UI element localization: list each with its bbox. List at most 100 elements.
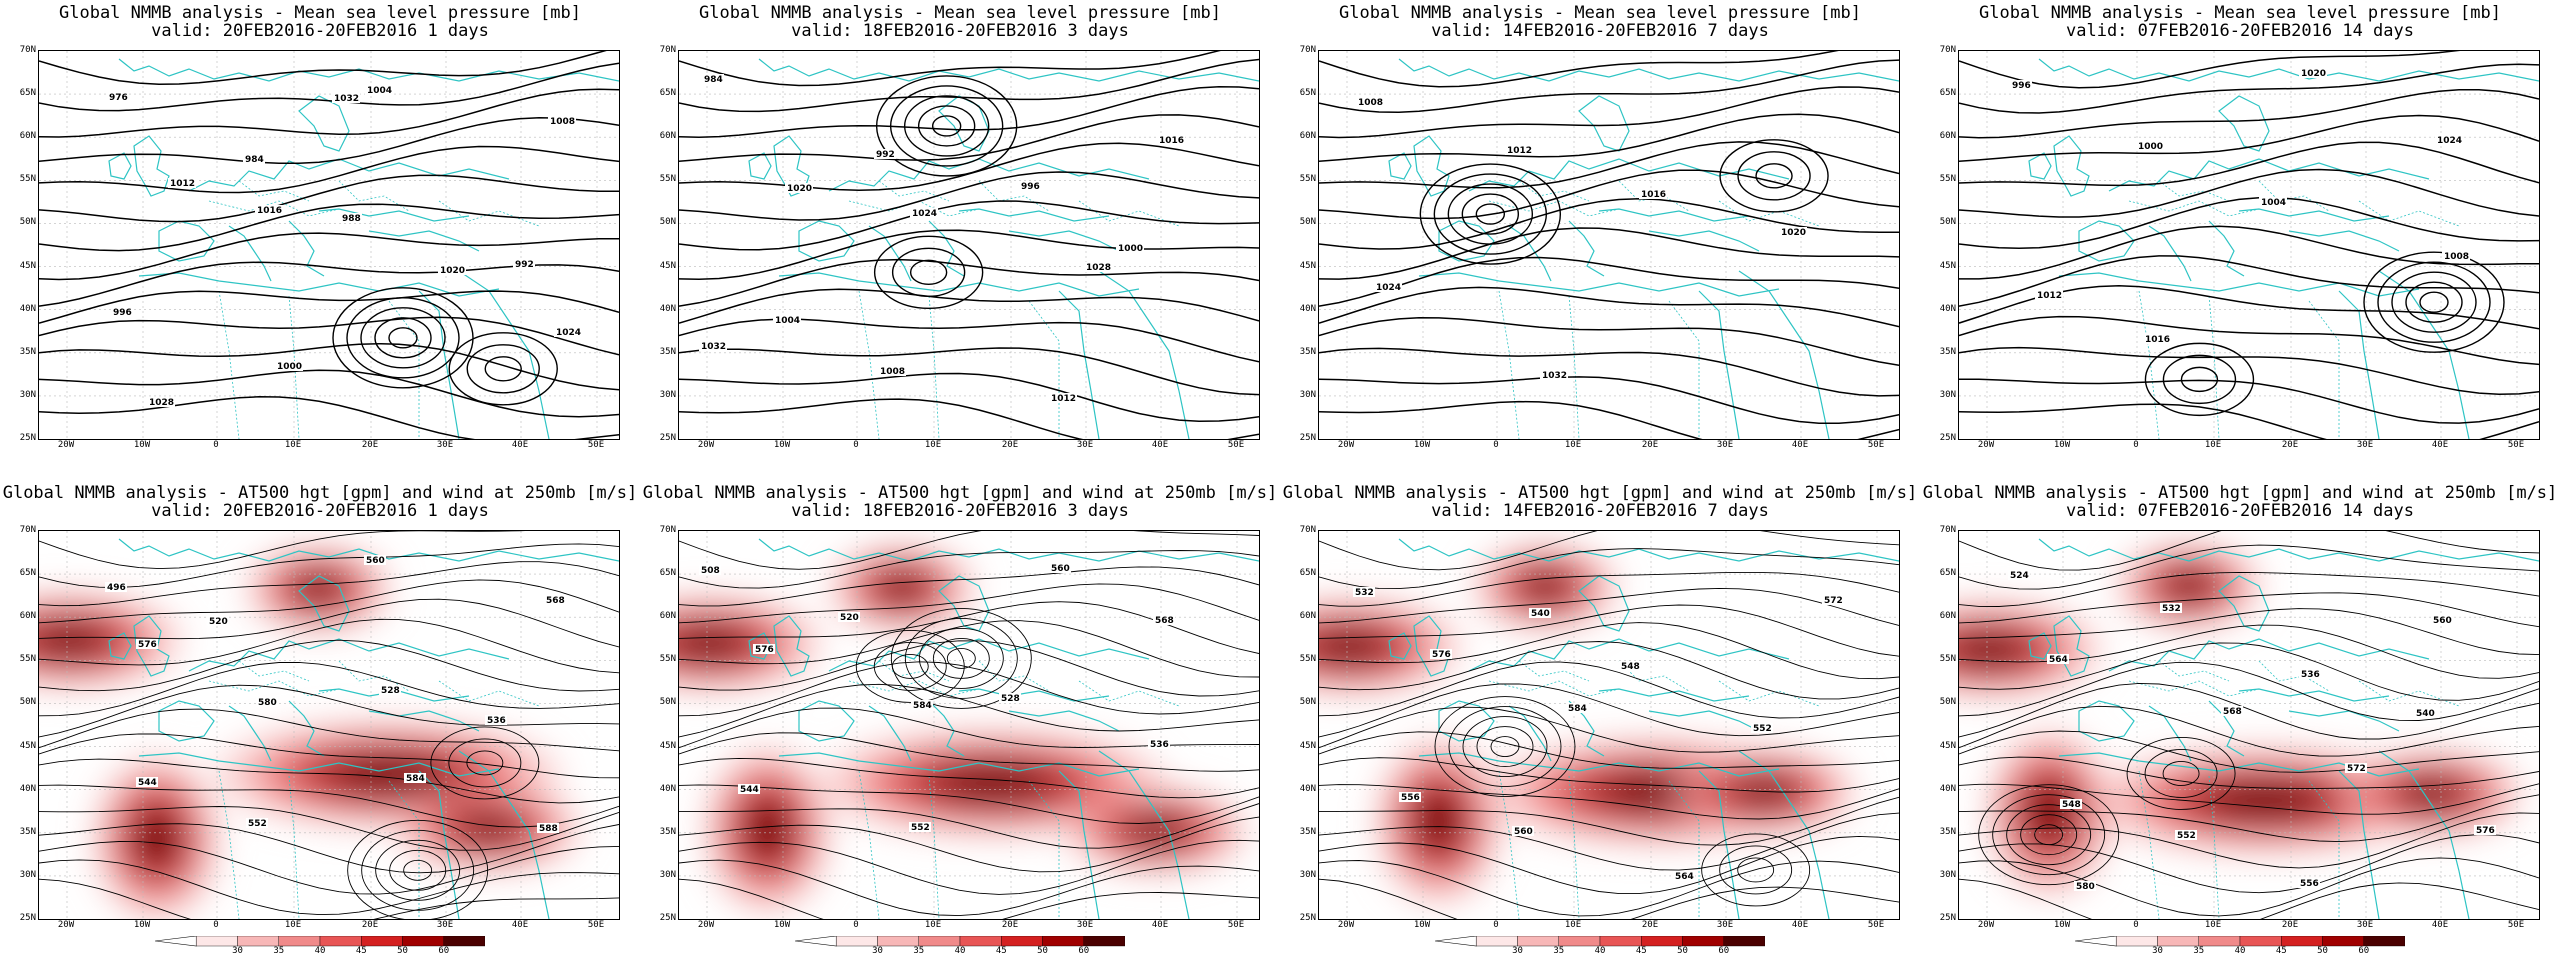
longitude-label: 0 [2133, 440, 2139, 450]
contour-value: 1008 [2444, 252, 2469, 262]
jet-core [2028, 785, 2070, 841]
contour-value: 532 [1355, 588, 1374, 598]
contour-value: 552 [1753, 724, 1772, 734]
longitude-label: 50E [2507, 440, 2525, 450]
colorbar-swatch [402, 936, 444, 947]
latitude-label: 45N [19, 740, 36, 751]
panel-valid-period: valid: 07FEB2016-20FEB2016 14 days [2066, 21, 2414, 41]
colorbar-label: 45 [995, 946, 1007, 956]
map-canvas: 984 992 996 1000 1004 1008 1012 1016 1020 1024 102… [679, 51, 1259, 439]
mslp-panel: Global NMMB analysis - Mean sea level pr… [1280, 0, 1920, 480]
latitude-label: 40N [1299, 783, 1316, 794]
latitude-label: 40N [1939, 303, 1956, 314]
country-borders [2128, 660, 2460, 919]
colorbar-swatch [1599, 936, 1642, 947]
latitude-label: 65N [659, 568, 676, 579]
colorbar-swatch [237, 936, 279, 947]
colorbar-label: 50 [2317, 946, 2328, 956]
isobars [679, 51, 1259, 439]
longitude-label: 40E [1151, 440, 1169, 450]
contour-value: 1004 [2261, 198, 2286, 208]
longitude-label: 20E [1001, 920, 1019, 930]
contour-value: 996 [113, 308, 132, 318]
colorbar-label: 60 [1078, 946, 1090, 956]
latitude-label: 45N [1299, 740, 1316, 751]
coastlines [2028, 58, 2539, 439]
longitude-label: 20W [1337, 920, 1355, 930]
latitude-label: 50N [19, 697, 36, 708]
at500-panel: Global NMMB analysis - AT500 hgt [gpm] a… [1280, 480, 1920, 960]
latitude-label: 65N [1939, 568, 1956, 579]
latitude-label: 40N [1939, 783, 1956, 794]
panel-valid-period: valid: 18FEB2016-20FEB2016 3 days [791, 501, 1129, 521]
contour-value: 528 [1001, 694, 1020, 704]
colorbar-swatch [918, 936, 961, 947]
contour-value: 536 [487, 716, 506, 726]
latitude-label: 45N [19, 260, 36, 271]
panel-title: Global NMMB analysis - Mean sea level pr… [1339, 3, 1861, 23]
colorbar-label: 45 [355, 946, 367, 956]
map-area: 984 992 996 1000 1004 1008 1012 1016 1020 1024 102… [678, 50, 1260, 440]
latitude-label: 35N [1939, 826, 1956, 837]
contour-value: 568 [546, 596, 565, 606]
contour-value: 540 [2416, 709, 2435, 719]
colorbar-swatch [1723, 936, 1765, 947]
at500-panel: Global NMMB analysis - AT500 hgt [gpm] a… [0, 480, 640, 960]
height-contours [679, 531, 1259, 919]
panel-valid-period: valid: 18FEB2016-20FEB2016 3 days [791, 21, 1129, 41]
map-canvas: 508 520 528 536 544 552 560 568 576 584 [679, 531, 1259, 919]
longitude-label: 20W [57, 920, 75, 930]
longitude-label: 40E [1791, 440, 1809, 450]
latitude-label: 70N [1299, 45, 1316, 55]
latitude-label: 45N [1299, 260, 1316, 271]
graticule [679, 531, 1259, 919]
longitude-label: 20W [1337, 440, 1355, 450]
contour-value: 584 [913, 701, 932, 711]
contour-value: 532 [2162, 604, 2181, 614]
colorbar-swatch [196, 936, 238, 947]
height-contours [39, 531, 619, 919]
latitude-label: 70N [1939, 525, 1956, 535]
contour-value: 576 [755, 645, 774, 655]
latitude-label: 70N [19, 45, 36, 55]
longitude-label: 10E [2204, 440, 2222, 450]
contour-value: 568 [1155, 616, 1174, 626]
contour-value: 996 [2012, 81, 2031, 91]
longitude-label: 20W [1977, 440, 1995, 450]
colorbar-label: 60 [1718, 946, 1730, 956]
colorbar-swatch [959, 936, 1002, 947]
latitude-label: 35N [1939, 346, 1956, 357]
contour-value: 576 [138, 640, 157, 650]
longitude-label: 0 [213, 440, 219, 450]
contour-value: 560 [1514, 827, 1533, 837]
contour-value: 1008 [1358, 98, 1383, 108]
coastlines [1388, 58, 1899, 439]
latitude-label: 55N [659, 654, 676, 665]
colorbar-swatch [836, 936, 878, 947]
latitude-label: 35N [1299, 826, 1316, 837]
colorbar-swatch [1042, 936, 1084, 947]
longitude-label: 20E [361, 920, 379, 930]
colorbar-swatch [2281, 936, 2323, 947]
latitude-label: 25N [659, 913, 676, 923]
longitude-label: 40E [2431, 920, 2449, 930]
contour-value: 560 [2433, 616, 2452, 626]
contour-value: 992 [876, 150, 895, 160]
latitude-label: 55N [1299, 174, 1316, 185]
longitude-label: 20W [1977, 920, 1995, 930]
contour-value: 584 [1568, 704, 1587, 714]
longitude-label: 0 [1493, 440, 1499, 450]
latitude-label: 25N [19, 433, 36, 443]
contour-value: 1024 [1376, 283, 1401, 293]
contour-value: 560 [366, 556, 385, 566]
panel-valid-period: valid: 14FEB2016-20FEB2016 7 days [1431, 501, 1769, 521]
contour-value: 576 [1432, 650, 1451, 660]
jet-core [747, 802, 788, 858]
country-borders [208, 660, 540, 919]
colorbar-swatch [877, 936, 919, 947]
contour-value: 544 [740, 785, 759, 795]
latitude-label: 40N [19, 303, 36, 314]
latitude-label: 40N [659, 783, 676, 794]
map-canvas: 976 984 988 992 996 1000 1004 1008 1012 1016 1020 1… [39, 51, 619, 439]
map-area: 976 984 988 992 996 1000 1004 1008 1012 1016 1020 1… [38, 50, 620, 440]
